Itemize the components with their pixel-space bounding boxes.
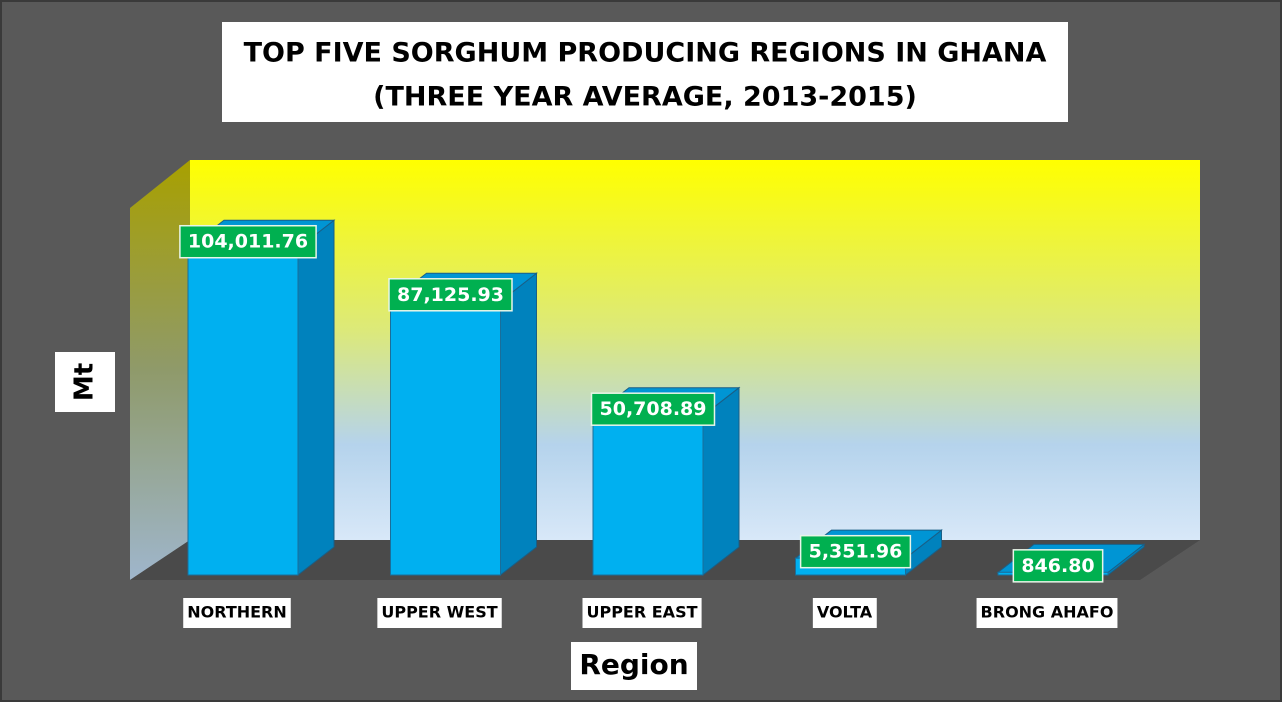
data-label: 50,708.89 <box>600 398 707 420</box>
x-tick-box <box>582 598 702 628</box>
data-label-box <box>799 534 912 569</box>
title-box <box>222 22 1068 122</box>
data-label: 5,351.96 <box>809 541 903 563</box>
data-label: 846.80 <box>1021 555 1094 577</box>
bar <box>592 415 704 576</box>
x-tick-label: VOLTA <box>817 603 873 622</box>
data-label-box <box>179 224 317 259</box>
x-axis-label: Region <box>579 648 688 681</box>
side-wall <box>130 160 190 580</box>
x-tick-box <box>976 598 1118 628</box>
x-tick-label: UPPER WEST <box>381 603 497 622</box>
bar <box>390 300 501 576</box>
data-label-box <box>590 392 716 426</box>
data-label: 104,011.76 <box>188 231 308 253</box>
bar <box>187 247 299 576</box>
data-label-box <box>1012 549 1104 583</box>
x-tick-box <box>377 598 502 628</box>
chart-subtitle: (THREE YEAR AVERAGE, 2013-2015) <box>373 82 917 113</box>
x-tick-label: NORTHERN <box>187 603 287 622</box>
x-tick-box <box>812 598 877 628</box>
x-tick-label: UPPER EAST <box>586 603 697 622</box>
data-label: 87,125.93 <box>397 284 504 306</box>
chart-title: TOP FIVE SORGHUM PRODUCING REGIONS IN GH… <box>244 38 1047 69</box>
bar-side <box>500 272 537 577</box>
y-axis-label: Mt <box>70 363 100 401</box>
bar-side <box>297 219 335 577</box>
data-label-box <box>388 278 513 312</box>
y-label-box <box>55 352 115 412</box>
x-tick-label: BRONG AHAFO <box>981 603 1114 622</box>
x-label-box <box>571 642 697 690</box>
x-tick-box <box>183 598 291 628</box>
